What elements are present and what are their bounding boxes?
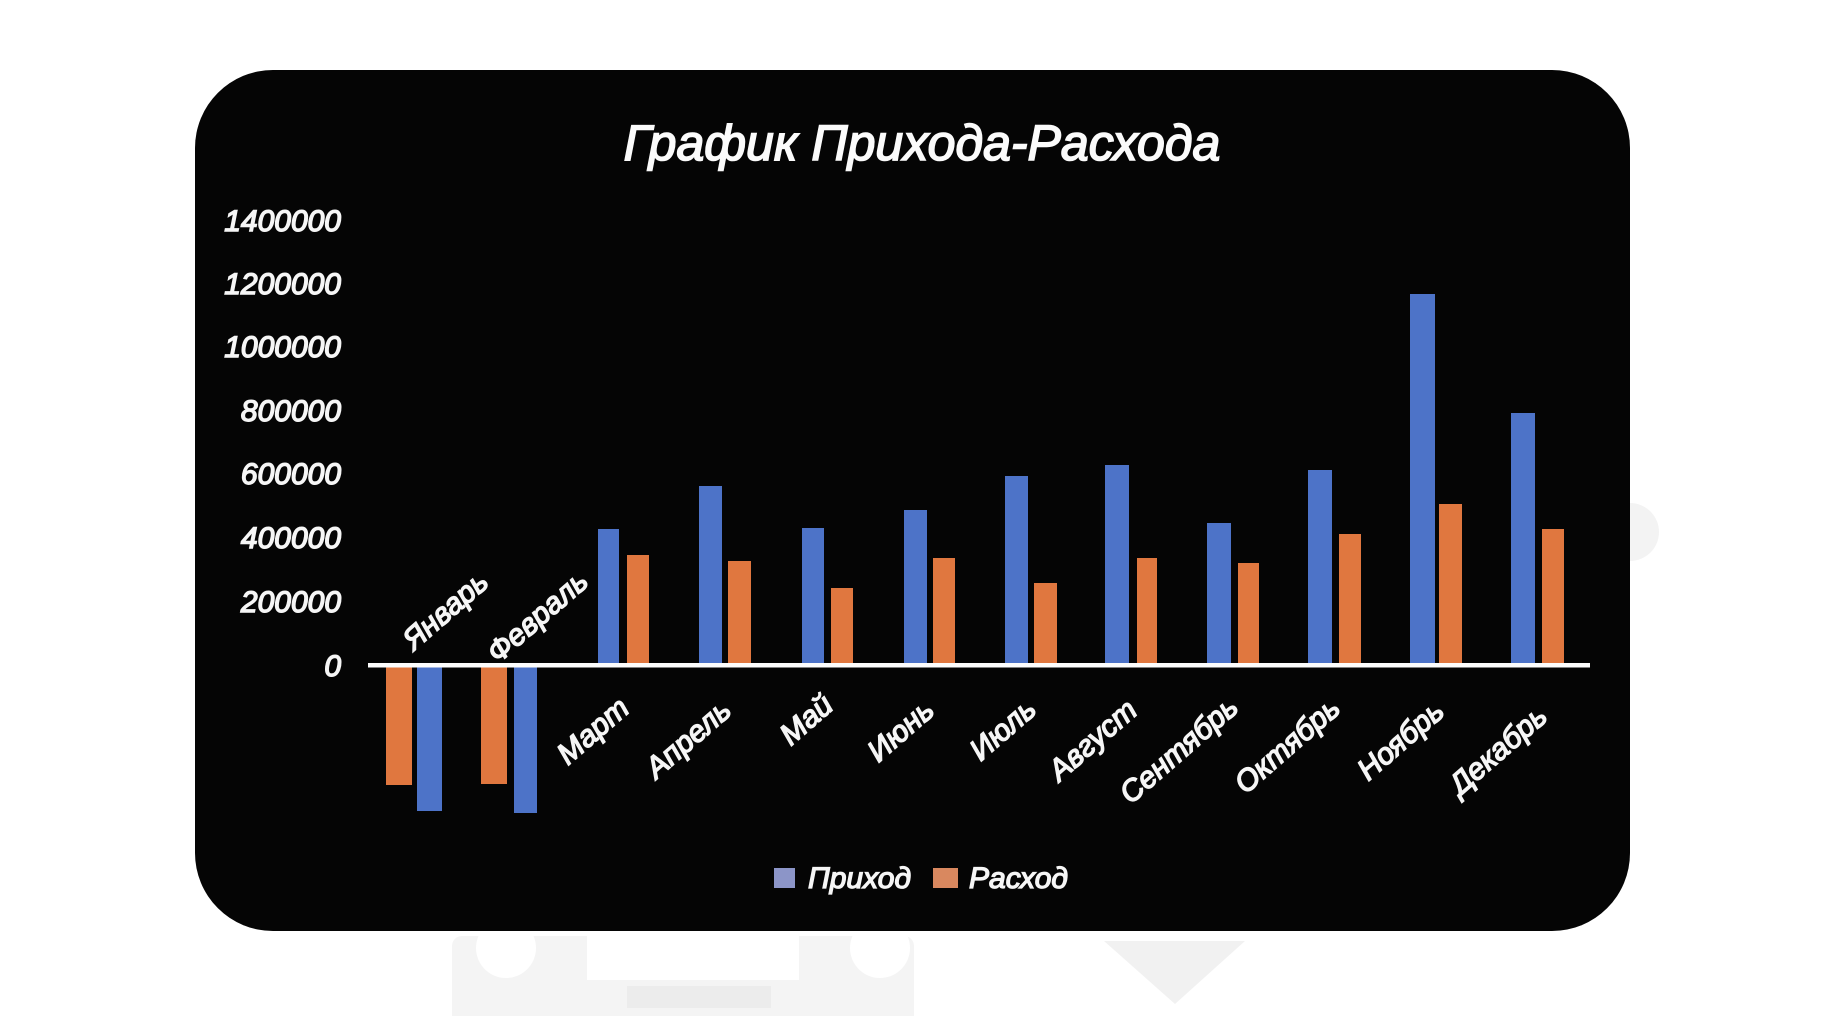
svg-text:400000: 400000 <box>241 522 341 555</box>
svg-text:0: 0 <box>324 650 341 683</box>
svg-text:1000000: 1000000 <box>224 331 341 364</box>
svg-text:800000: 800000 <box>241 395 341 428</box>
svg-text:600000: 600000 <box>241 458 341 491</box>
svg-text:200000: 200000 <box>240 586 341 619</box>
svg-text:Приход: Приход <box>808 862 911 895</box>
svg-text:График Прихода-Расхода: График Прихода-Расхода <box>624 115 1221 171</box>
svg-text:Расход: Расход <box>969 862 1068 895</box>
svg-text:1200000: 1200000 <box>224 268 341 301</box>
svg-text:1400000: 1400000 <box>224 205 341 238</box>
